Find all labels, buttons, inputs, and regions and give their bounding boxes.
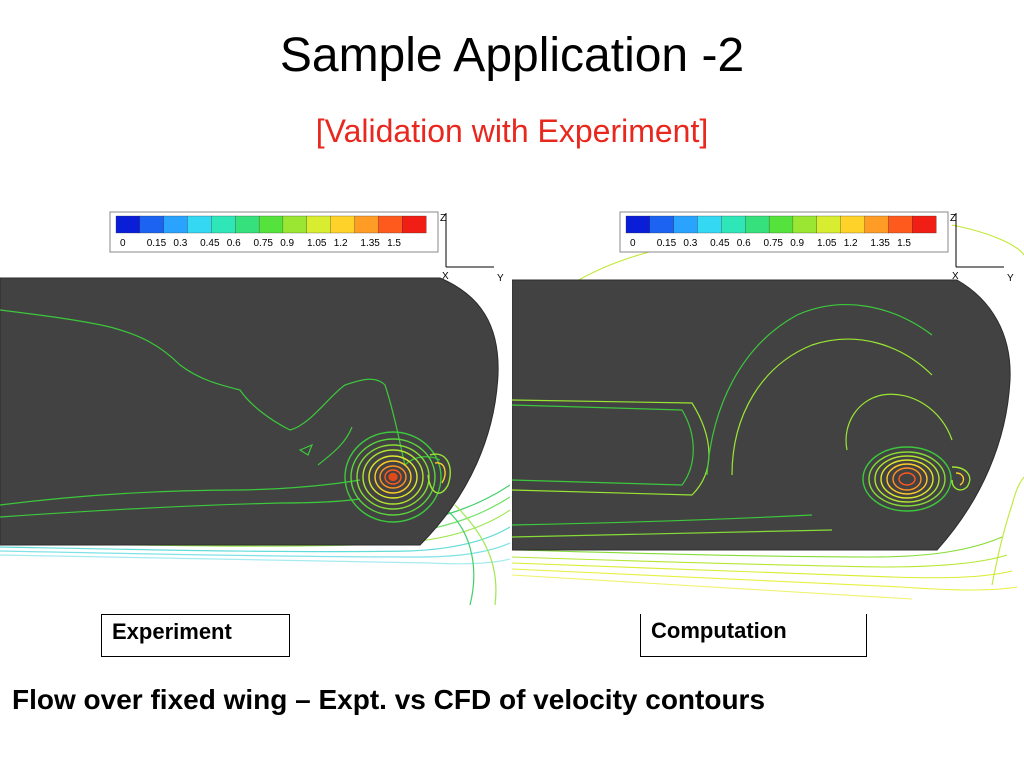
legend-tick-label: 0.15 <box>147 238 167 249</box>
computation-contour-plot: 0 0.15 0.3 0.45 0.6 0.75 0.9 1.05 1.2 1.35 1.5 Z X… <box>512 211 1024 600</box>
z-axis-label: Z <box>950 213 956 224</box>
legend-swatch <box>235 215 260 234</box>
legend-swatch <box>139 215 165 234</box>
legend-swatch <box>721 215 746 234</box>
legend-tick-label: 0.3 <box>173 238 187 249</box>
experiment-vortex-contours <box>344 431 451 523</box>
legend-tick-label: 1.5 <box>387 238 401 249</box>
legend-tick-label: 1.35 <box>870 238 890 249</box>
legend-swatch <box>163 215 188 234</box>
legend-tick-label: 1.2 <box>334 238 348 249</box>
legend-tick-label: 1.05 <box>307 238 327 249</box>
legend-swatch <box>354 215 379 234</box>
experiment-contour-plot: 0 0.15 0.3 0.45 0.6 0.75 0.9 1.05 1.2 1.35 1.5 Z X… <box>0 211 510 606</box>
computation-panel: 0 0.15 0.3 0.45 0.6 0.75 0.9 1.05 1.2 1.35 1.5 Z X… <box>512 205 1024 610</box>
y-axis-label: Y <box>497 273 504 284</box>
z-axis-label: Z <box>440 213 446 224</box>
legend-tick-label: 0.45 <box>710 238 730 249</box>
legend-ticks: 0 0.15 0.3 0.45 0.6 0.75 0.9 1.05 1.2 1.35 1.5 <box>120 238 401 249</box>
legend-swatches <box>625 215 937 234</box>
legend-swatch <box>840 215 865 234</box>
legend-swatch <box>768 215 794 234</box>
legend-tick-label: 1.05 <box>817 238 837 249</box>
computation-color-legend: 0 0.15 0.3 0.45 0.6 0.75 0.9 1.05 1.2 1.35 1.5 <box>619 211 949 253</box>
legend-tick-label: 0 <box>120 238 126 249</box>
legend-tick-label: 1.5 <box>897 238 911 249</box>
legend-tick-label: 1.35 <box>360 238 380 249</box>
experiment-axis-triad <box>445 213 494 268</box>
legend-tick-label: 0.75 <box>254 238 274 249</box>
experiment-panel: 0 0.15 0.3 0.45 0.6 0.75 0.9 1.05 1.2 1.35 1.5 Z X… <box>0 205 510 610</box>
legend-swatch <box>330 215 355 234</box>
slide-subtitle: [Validation with Experiment] <box>315 113 709 149</box>
legend-swatch <box>378 215 403 234</box>
legend-swatch <box>816 215 842 234</box>
legend-tick-label: 1.2 <box>844 238 858 249</box>
legend-swatch <box>187 215 212 234</box>
legend-tick-label: 0.3 <box>683 238 697 249</box>
legend-tick-label: 0.6 <box>737 238 751 249</box>
computation-wake-contours <box>512 536 1018 600</box>
legend-tick-label: 0 <box>630 238 636 249</box>
legend-tick-label: 0.45 <box>200 238 220 249</box>
legend-swatch <box>649 215 675 234</box>
legend-swatch <box>888 215 913 234</box>
experiment-wing-body <box>0 277 499 546</box>
legend-tick-label: 0.9 <box>790 238 804 249</box>
legend-tick-label: 0.6 <box>227 238 241 249</box>
legend-swatch <box>282 215 308 234</box>
computation-vortex-contours <box>862 446 971 512</box>
experiment-color-legend: 0 0.15 0.3 0.45 0.6 0.75 0.9 1.05 1.2 1.35 1.5 <box>109 211 439 253</box>
slide-title: Sample Application -2 <box>279 29 745 82</box>
legend-swatch <box>792 215 818 234</box>
legend-swatch <box>625 215 651 234</box>
legend-swatch <box>115 215 141 234</box>
slide-caption: Flow over fixed wing – Expt. vs CFD of v… <box>12 684 766 715</box>
computation-wing-body <box>512 279 1011 551</box>
legend-tick-label: 0.75 <box>764 238 784 249</box>
legend-swatch <box>697 215 722 234</box>
x-axis-label: X <box>442 271 449 282</box>
legend-swatch <box>864 215 889 234</box>
computation-axis-triad <box>955 213 1004 268</box>
legend-swatch <box>211 215 236 234</box>
computation-label: Computation <box>640 614 867 657</box>
legend-swatches <box>115 215 427 234</box>
legend-ticks: 0 0.15 0.3 0.45 0.6 0.75 0.9 1.05 1.2 1.35 1.5 <box>630 238 911 249</box>
legend-swatch <box>306 215 332 234</box>
y-axis-label: Y <box>1007 273 1014 284</box>
experiment-surface-contours <box>0 309 441 518</box>
legend-swatch <box>402 215 427 234</box>
legend-swatch <box>912 215 937 234</box>
x-axis-label: X <box>952 271 959 282</box>
legend-swatch <box>673 215 698 234</box>
experiment-label: Experiment <box>101 614 290 657</box>
legend-tick-label: 0.15 <box>657 238 677 249</box>
legend-swatch <box>745 215 770 234</box>
legend-swatch <box>258 215 284 234</box>
computation-surface-contours <box>512 304 953 538</box>
legend-tick-label: 0.9 <box>280 238 294 249</box>
